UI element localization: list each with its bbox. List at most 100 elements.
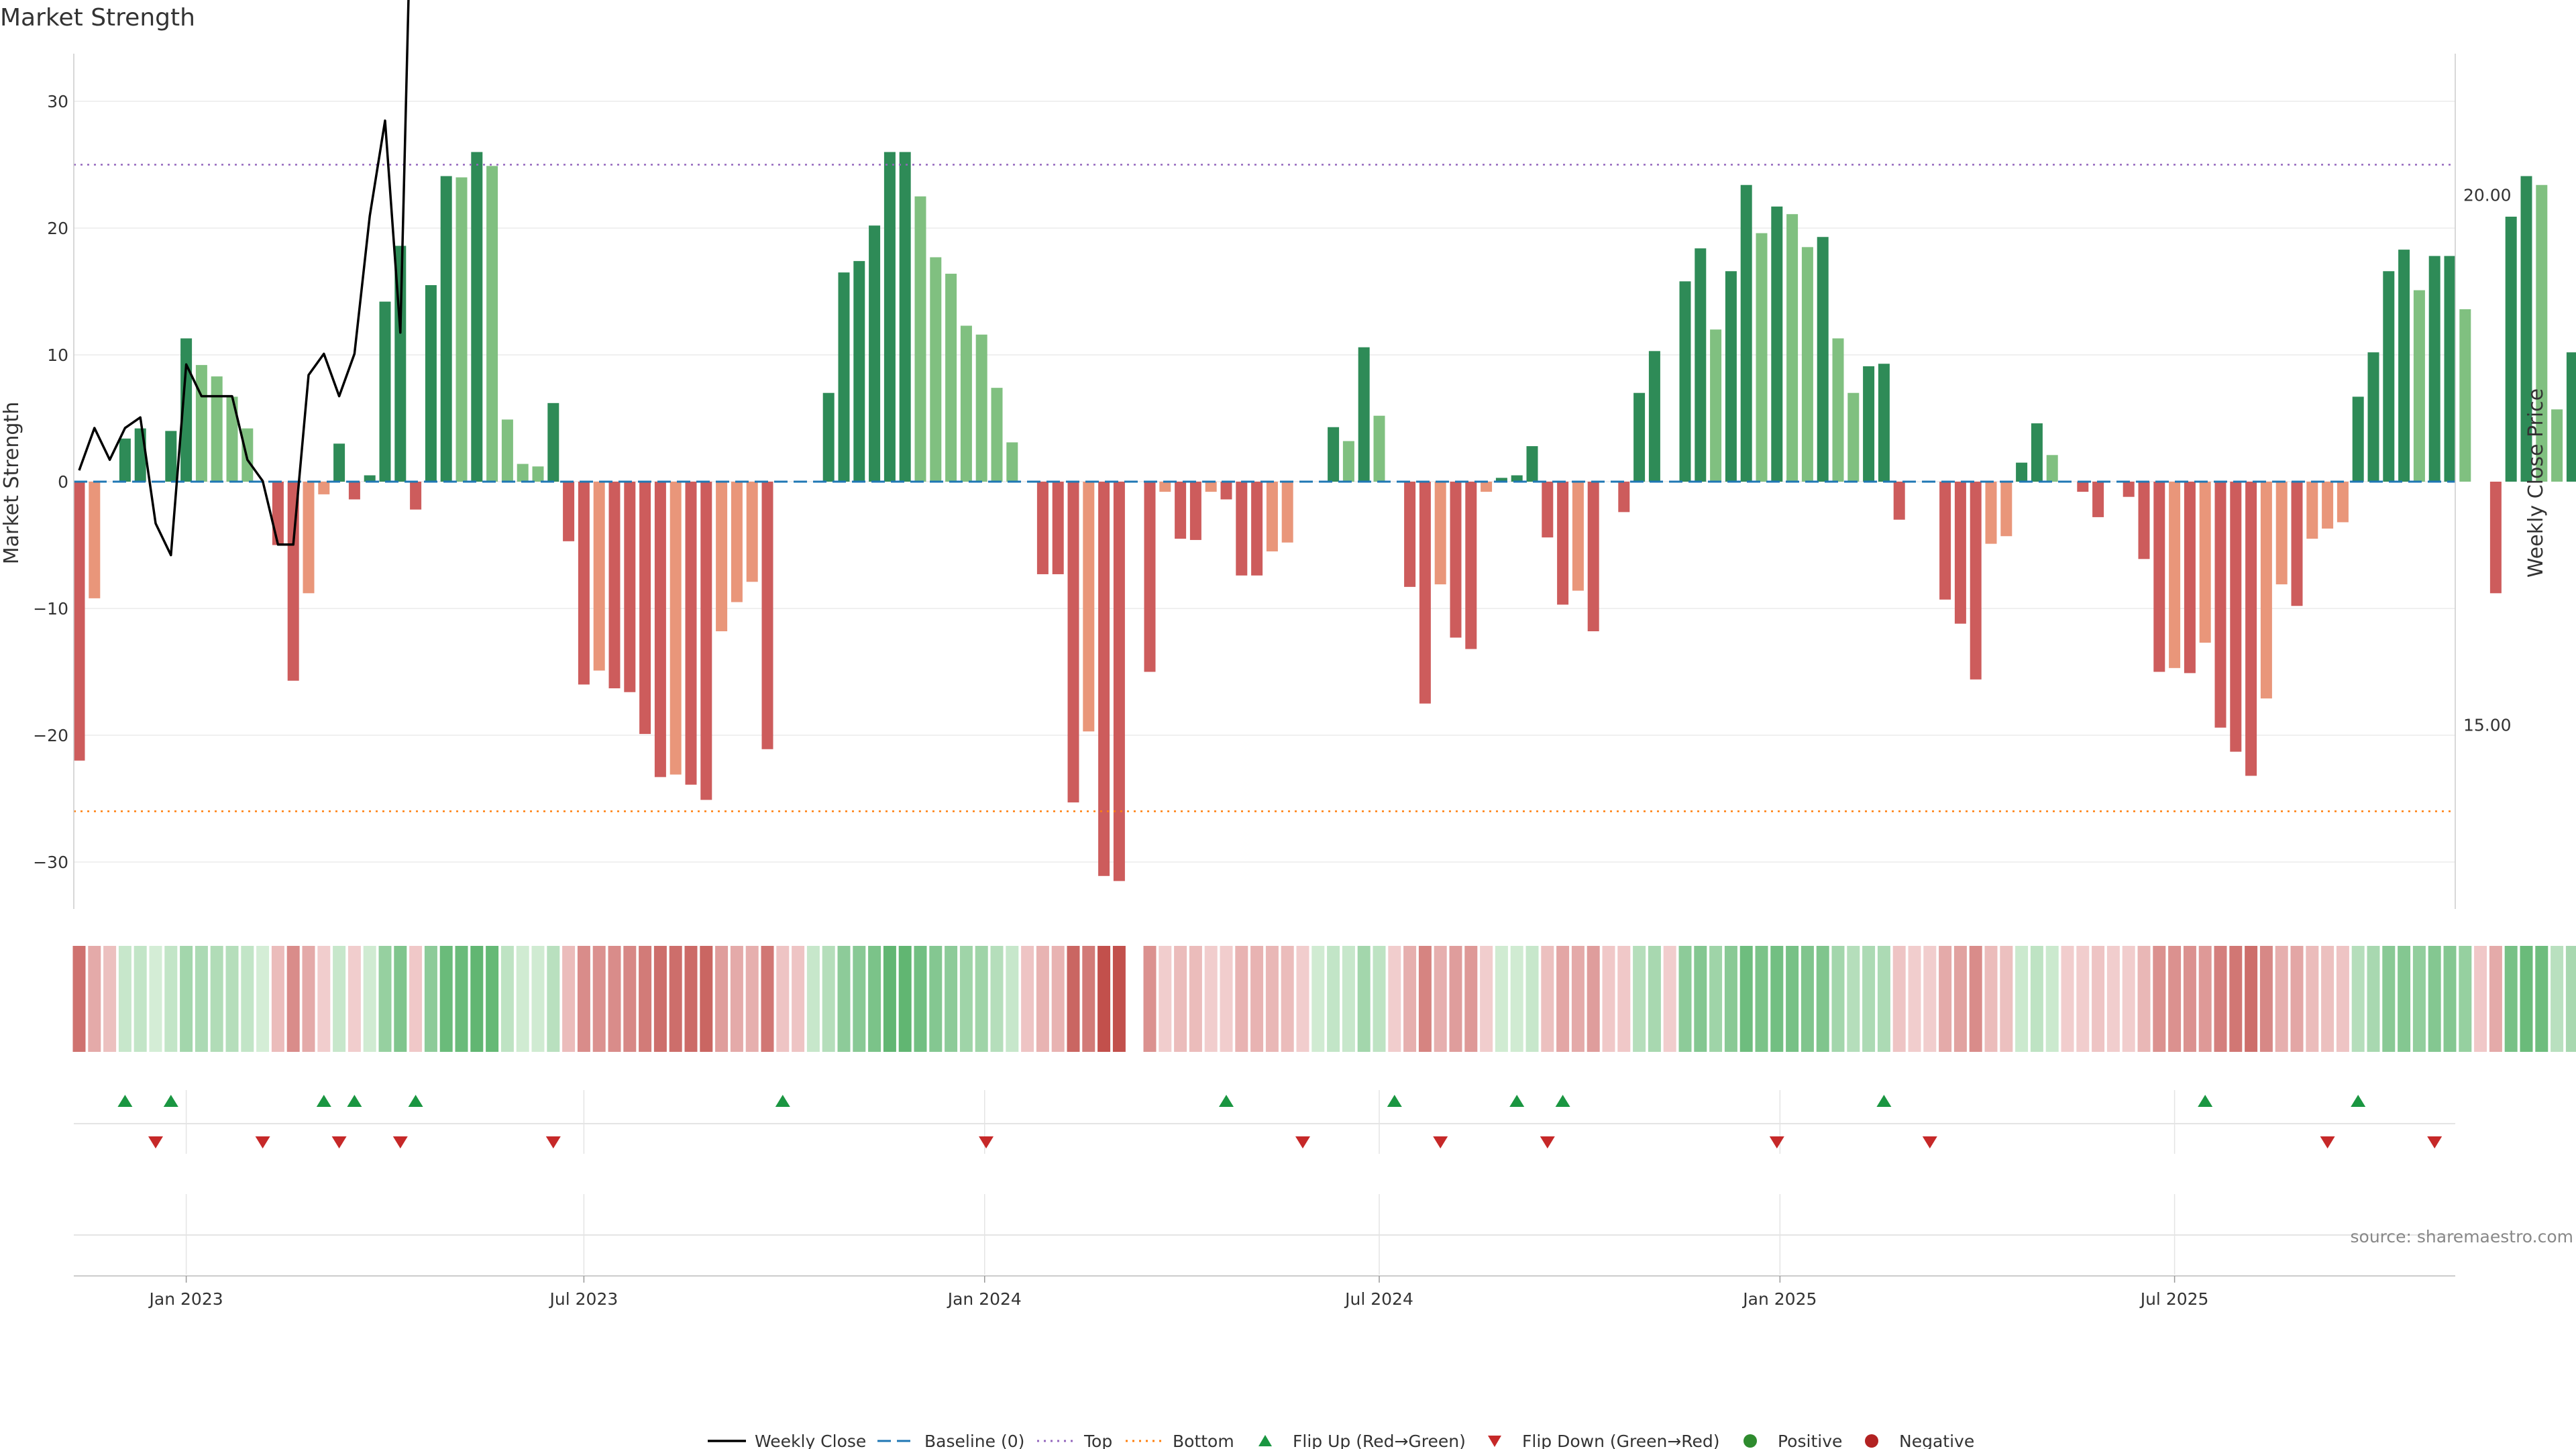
y-tick-label: −20 — [33, 726, 68, 745]
strength-bar — [914, 196, 926, 482]
strength-bar — [2322, 482, 2334, 529]
strength-bar — [1006, 442, 1018, 482]
heat-cell — [2412, 946, 2426, 1052]
x-tick-label: Jan 2023 — [148, 1289, 223, 1309]
strength-bar — [1419, 482, 1431, 704]
heat-cell — [730, 946, 743, 1052]
heat-cell — [1204, 946, 1218, 1052]
legend-weekly-close: Weekly Close — [755, 1432, 866, 1449]
heat-cell — [868, 946, 881, 1052]
heat-cell — [2275, 946, 2288, 1052]
strength-bar — [73, 482, 85, 761]
heat-cell — [2382, 946, 2396, 1052]
heat-cell — [776, 946, 790, 1052]
strength-bar — [746, 482, 758, 582]
strength-bar — [2169, 482, 2181, 668]
strength-bar — [883, 152, 896, 482]
strength-bar — [1251, 482, 1263, 576]
y2-tick-label: 20.00 — [2463, 185, 2512, 205]
heat-cell — [439, 946, 453, 1052]
strength-bar — [991, 388, 1003, 482]
legend-flip-up-icon — [1258, 1435, 1272, 1446]
heat-cell — [2214, 946, 2227, 1052]
flip-down-marker — [2427, 1136, 2443, 1148]
heat-cell — [394, 946, 407, 1052]
strength-bar — [1113, 482, 1125, 881]
strength-bar — [2031, 423, 2043, 482]
strength-bar — [2153, 482, 2165, 672]
flip-down-marker — [1769, 1136, 1784, 1148]
heat-cell — [2398, 946, 2411, 1052]
heat-cell — [2198, 946, 2212, 1052]
heat-cell — [1908, 946, 1921, 1052]
heat-cell — [2474, 946, 2487, 1052]
heat-cell — [761, 946, 774, 1052]
heat-cell — [1633, 946, 1646, 1052]
heat-cell — [669, 946, 682, 1052]
flip-down-marker — [1433, 1136, 1448, 1148]
strength-bar — [1036, 482, 1049, 574]
strength-bar — [761, 482, 773, 749]
strength-bar — [1863, 366, 1875, 482]
strength-bar — [2489, 482, 2502, 594]
strength-bar — [1067, 482, 1079, 803]
heat-cell — [1434, 946, 1447, 1052]
strength-bar — [716, 482, 728, 632]
x-tick-label: Jan 2024 — [947, 1289, 1022, 1309]
strength-bar — [1557, 482, 1569, 605]
heat-cell — [1464, 946, 1478, 1052]
x-tick-label: Jul 2025 — [2139, 1289, 2209, 1309]
heat-cell — [516, 946, 529, 1052]
strength-bar — [1495, 478, 1507, 482]
strength-bar — [975, 334, 987, 482]
strength-bar — [2275, 482, 2288, 585]
strength-bar — [1786, 214, 1799, 482]
strength-bar — [593, 482, 605, 671]
strength-bar — [2367, 352, 2379, 482]
heat-cell — [562, 946, 576, 1052]
strength-bar — [685, 482, 697, 785]
heat-cell — [180, 946, 193, 1052]
strength-bar — [2123, 482, 2135, 497]
heat-cell — [959, 946, 973, 1052]
strength-bar — [1695, 248, 1707, 482]
strength-bar — [2398, 250, 2410, 482]
heat-cell — [378, 946, 392, 1052]
heat-cell — [2428, 946, 2441, 1052]
strength-bar — [455, 177, 468, 482]
y-axis-label: Market Strength — [0, 402, 23, 564]
heat-cell — [1571, 946, 1585, 1052]
heat-cell — [286, 946, 300, 1052]
source-note: source: sharemaestro.com — [2351, 1227, 2574, 1246]
heat-cell — [409, 946, 423, 1052]
heat-cell — [1265, 946, 1279, 1052]
strength-bar — [639, 482, 651, 735]
strength-bar — [1083, 482, 1095, 732]
strength-bar — [1572, 482, 1584, 591]
flip-up-marker — [163, 1095, 178, 1107]
heat-cell — [1678, 946, 1692, 1052]
strength-bar — [1342, 441, 1354, 482]
heat-cell — [1877, 946, 1890, 1052]
heat-cell — [2459, 946, 2472, 1052]
x-tick-label: Jan 2025 — [1741, 1289, 1817, 1309]
heat-cell — [1953, 946, 1967, 1052]
heat-cell — [975, 946, 988, 1052]
strength-bar — [425, 285, 437, 482]
legend-negative-icon — [1865, 1434, 1878, 1448]
strength-bar — [838, 272, 850, 482]
heat-cell — [653, 946, 667, 1052]
heat-cell — [1006, 946, 1019, 1052]
legend-flip-down-icon — [1488, 1436, 1501, 1447]
strength-bar — [501, 419, 513, 482]
heat-cell — [2030, 946, 2043, 1052]
strength-bar — [2383, 271, 2395, 482]
heat-cell — [103, 946, 117, 1052]
heat-cell — [225, 946, 239, 1052]
heat-cell — [1480, 946, 1493, 1052]
chart-title: Market Strength — [0, 4, 195, 32]
heat-cell — [455, 946, 468, 1052]
strength-bar — [318, 482, 330, 494]
heat-cell — [1969, 946, 1982, 1052]
